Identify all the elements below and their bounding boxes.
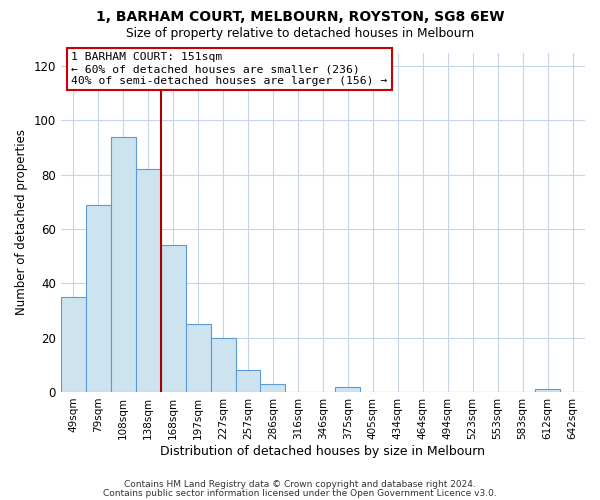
Bar	[86, 204, 111, 392]
Bar	[161, 246, 185, 392]
Text: 1 BARHAM COURT: 151sqm
← 60% of detached houses are smaller (236)
40% of semi-de: 1 BARHAM COURT: 151sqm ← 60% of detached…	[71, 52, 388, 86]
Y-axis label: Number of detached properties: Number of detached properties	[15, 129, 28, 315]
Bar	[61, 297, 86, 392]
Text: Size of property relative to detached houses in Melbourn: Size of property relative to detached ho…	[126, 28, 474, 40]
Bar	[260, 384, 286, 392]
Bar	[535, 389, 560, 392]
Text: Contains HM Land Registry data © Crown copyright and database right 2024.: Contains HM Land Registry data © Crown c…	[124, 480, 476, 489]
Bar	[236, 370, 260, 392]
Text: 1, BARHAM COURT, MELBOURN, ROYSTON, SG8 6EW: 1, BARHAM COURT, MELBOURN, ROYSTON, SG8 …	[96, 10, 504, 24]
X-axis label: Distribution of detached houses by size in Melbourn: Distribution of detached houses by size …	[160, 444, 485, 458]
Bar	[111, 136, 136, 392]
Bar	[211, 338, 236, 392]
Bar	[136, 170, 161, 392]
Bar	[335, 386, 361, 392]
Text: Contains public sector information licensed under the Open Government Licence v3: Contains public sector information licen…	[103, 489, 497, 498]
Bar	[185, 324, 211, 392]
